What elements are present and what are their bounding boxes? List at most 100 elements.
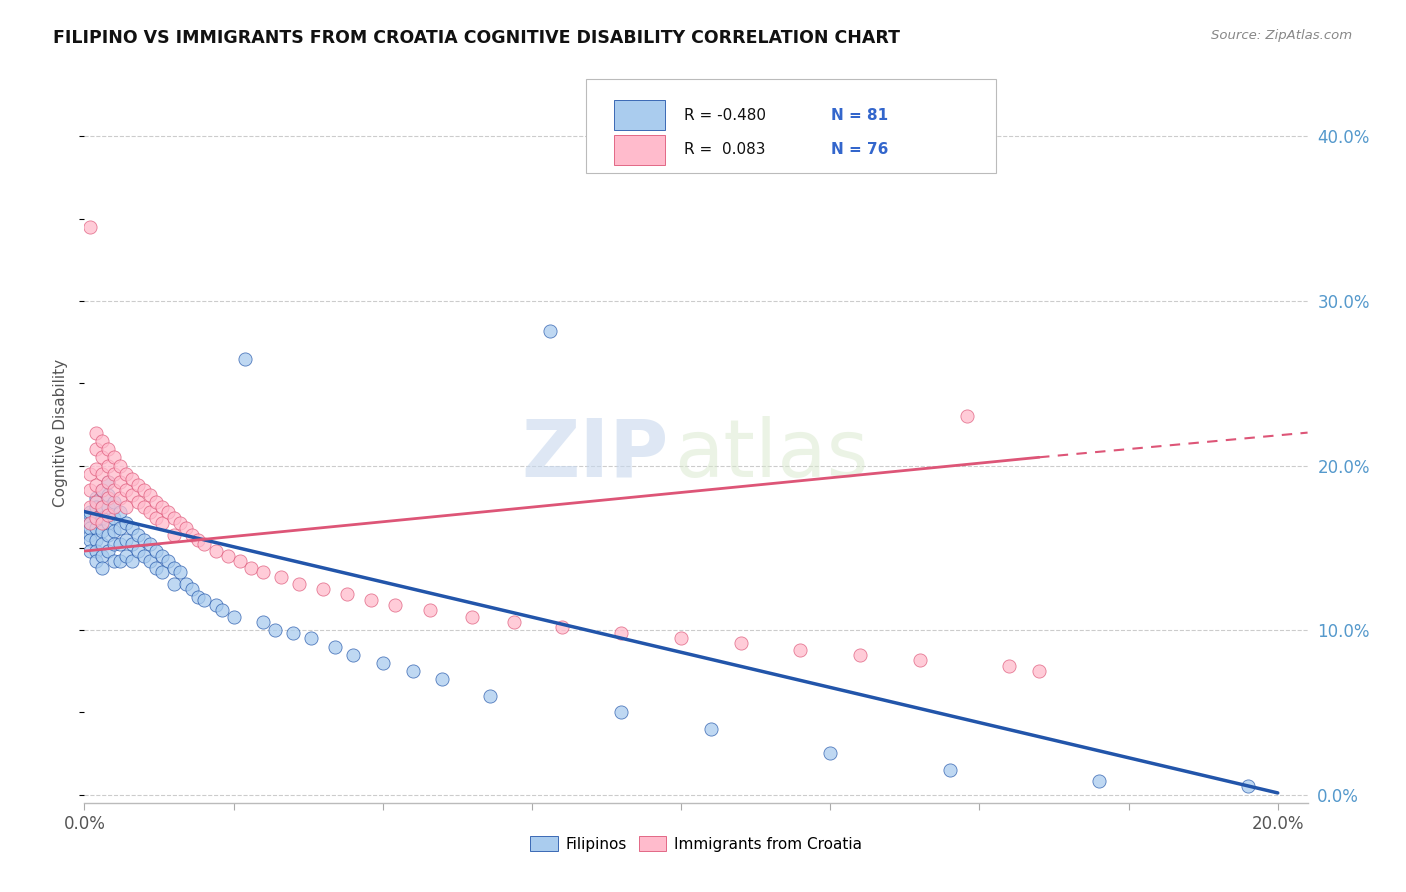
Point [97, 488, 120, 502]
Point [371, 656, 394, 670]
Point [132, 533, 155, 547]
Point [222, 610, 245, 624]
Point [108, 554, 131, 568]
Y-axis label: Cognitive Disability: Cognitive Disability [53, 359, 69, 507]
Point [97, 475, 120, 489]
Point [84, 500, 107, 514]
Point [79, 521, 101, 535]
Point [139, 554, 162, 568]
Point [79, 516, 101, 530]
Point [384, 599, 406, 613]
Point [145, 494, 167, 508]
Point [108, 537, 131, 551]
Point [610, 706, 633, 720]
Point [79, 505, 101, 519]
Point [323, 640, 346, 654]
Point [84, 478, 107, 492]
Point [127, 494, 149, 508]
Point [163, 511, 186, 525]
Point [91, 516, 114, 530]
Text: FILIPINO VS IMMIGRANTS FROM CROATIA COGNITIVE DISABILITY CORRELATION CHART: FILIPINO VS IMMIGRANTS FROM CROATIA COGN… [53, 29, 900, 46]
Point [730, 636, 752, 650]
Point [700, 722, 723, 736]
Point [103, 483, 125, 498]
Point [115, 549, 138, 563]
Point [174, 577, 197, 591]
Point [163, 577, 186, 591]
Point [228, 554, 250, 568]
Point [91, 560, 114, 574]
Bar [614, 100, 665, 130]
Point [84, 425, 107, 440]
Point [97, 508, 120, 522]
Point [252, 615, 274, 629]
Point [503, 615, 526, 629]
Point [193, 537, 215, 551]
Point [849, 648, 872, 662]
Point [956, 409, 979, 424]
Text: R =  0.083: R = 0.083 [683, 143, 765, 157]
Point [150, 549, 173, 563]
Point [145, 511, 167, 525]
Point [97, 500, 120, 514]
Point [145, 560, 167, 574]
Point [211, 603, 233, 617]
Point [551, 620, 574, 634]
Text: ZIP: ZIP [522, 416, 669, 494]
Point [97, 442, 120, 456]
Point [84, 533, 107, 547]
Point [103, 500, 125, 514]
Point [108, 475, 131, 489]
Point [103, 494, 125, 508]
Point [103, 537, 125, 551]
Point [84, 462, 107, 476]
Text: Source: ZipAtlas.com: Source: ZipAtlas.com [1212, 29, 1353, 42]
Point [121, 537, 143, 551]
Point [180, 527, 202, 541]
Point [312, 582, 335, 596]
Point [163, 560, 186, 574]
Point [103, 554, 125, 568]
Point [127, 527, 149, 541]
Point [97, 527, 120, 541]
Point [1087, 774, 1109, 789]
Point [156, 554, 179, 568]
Point [97, 458, 120, 473]
Point [132, 549, 155, 563]
Point [91, 524, 114, 539]
Point [187, 533, 209, 547]
Point [156, 505, 179, 519]
Point [163, 527, 186, 541]
Point [97, 475, 120, 489]
Point [169, 516, 191, 530]
Bar [614, 135, 665, 165]
Point [108, 491, 131, 506]
Point [998, 659, 1021, 673]
Point [299, 632, 322, 646]
Point [84, 494, 107, 508]
Point [97, 544, 120, 558]
Point [103, 524, 125, 539]
Point [217, 549, 239, 563]
Point [91, 500, 114, 514]
Point [1028, 664, 1050, 678]
Point [336, 587, 359, 601]
Point [204, 544, 226, 558]
Point [240, 560, 263, 574]
Point [121, 554, 143, 568]
Point [79, 533, 101, 547]
Point [150, 516, 173, 530]
Point [235, 351, 257, 366]
Point [108, 505, 131, 519]
Point [187, 590, 209, 604]
Point [79, 467, 101, 481]
Point [115, 516, 138, 530]
Point [127, 544, 149, 558]
Point [91, 483, 114, 498]
Point [79, 544, 101, 558]
Point [115, 533, 138, 547]
Point [139, 488, 162, 502]
Point [174, 521, 197, 535]
Point [264, 623, 287, 637]
Point [132, 500, 155, 514]
